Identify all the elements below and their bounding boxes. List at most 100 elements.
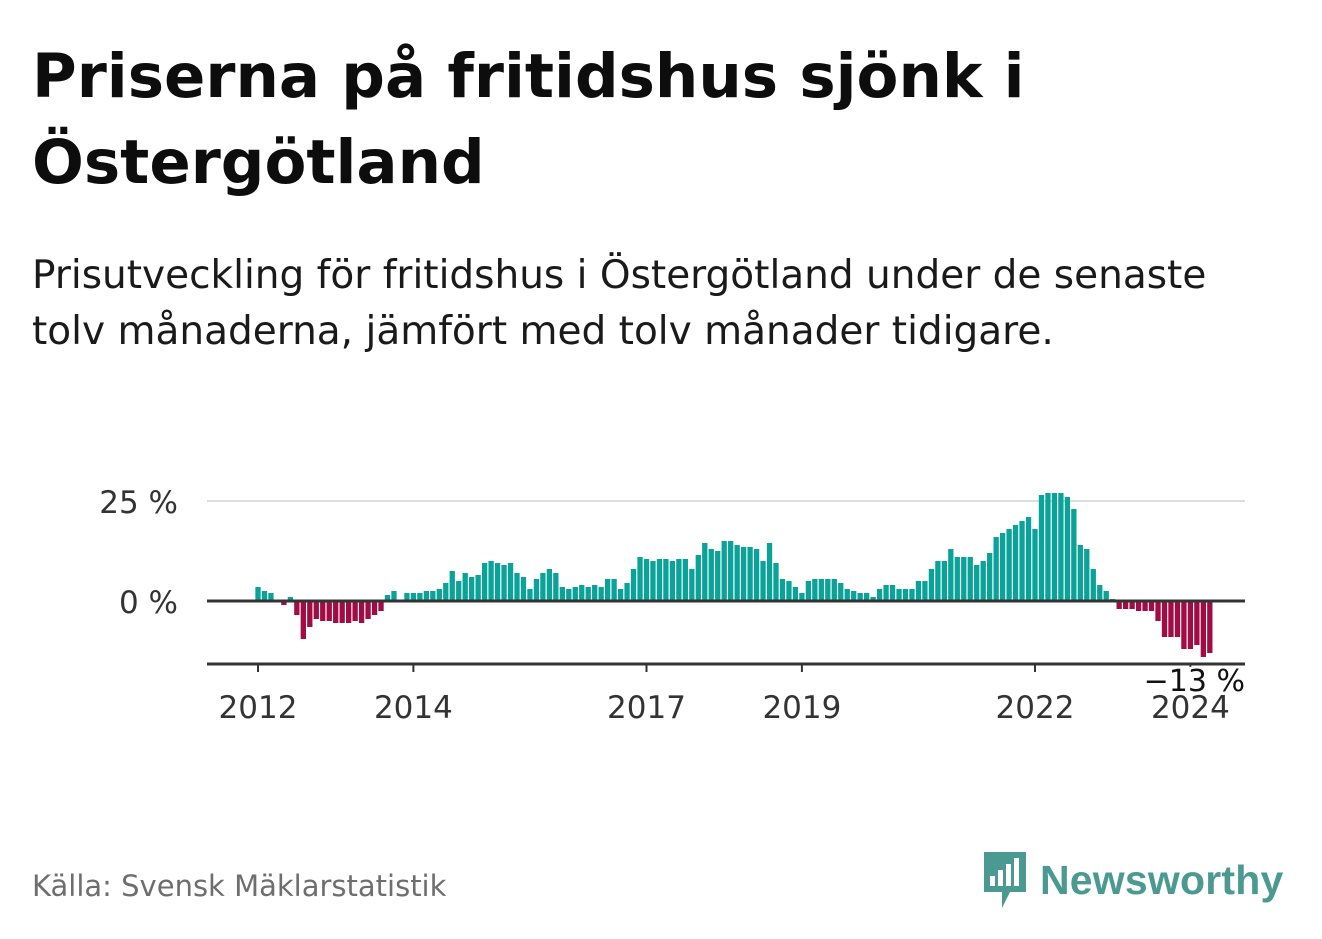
bar — [883, 585, 889, 601]
bar — [987, 553, 993, 601]
x-tick-label: 2024 — [1151, 690, 1230, 726]
bar — [494, 563, 501, 601]
bar — [1200, 601, 1206, 657]
bar — [935, 561, 941, 601]
y-tick-label: 0 % — [119, 585, 178, 621]
bar — [728, 541, 734, 601]
bar — [1064, 497, 1071, 601]
x-tick-label: 2012 — [219, 690, 298, 726]
bar — [559, 587, 565, 601]
bar — [624, 583, 630, 601]
bar — [391, 591, 397, 601]
bar — [436, 589, 442, 601]
bar — [766, 543, 773, 601]
bar — [1168, 601, 1174, 637]
bar — [346, 601, 352, 623]
bar — [825, 579, 831, 601]
bar — [371, 601, 378, 615]
bar — [339, 601, 345, 623]
bar-chart: 25 % 0 % 2012 2014 2017 2019 2022 2024−13 % — [99, 485, 1247, 726]
bar — [909, 589, 915, 601]
bar — [676, 559, 682, 601]
bar — [1174, 601, 1181, 637]
bar — [475, 575, 481, 601]
bar — [734, 545, 740, 601]
bar — [527, 589, 533, 601]
bar — [715, 551, 721, 601]
bar — [1123, 601, 1129, 609]
last-value-label: −13 % — [1144, 664, 1245, 699]
bar — [507, 563, 514, 601]
bar — [430, 591, 436, 601]
bar — [546, 569, 553, 601]
bar — [864, 593, 870, 601]
bar — [533, 579, 540, 601]
bar — [663, 559, 669, 601]
bar — [384, 595, 391, 601]
bar — [915, 581, 922, 601]
bar — [294, 601, 300, 615]
bar — [540, 573, 546, 601]
bar — [423, 591, 429, 601]
bar — [307, 601, 313, 627]
bar — [572, 587, 578, 601]
bar — [365, 601, 371, 619]
bar — [980, 561, 986, 601]
bar — [695, 555, 701, 601]
bar — [1194, 601, 1200, 645]
bar — [857, 593, 863, 601]
bar — [954, 557, 960, 601]
bar — [941, 561, 947, 601]
bar — [378, 601, 384, 611]
bar — [656, 559, 663, 601]
bar — [948, 549, 954, 601]
bar — [831, 579, 837, 601]
bar — [1058, 493, 1064, 601]
source-note: Källa: Svensk Mäklarstatistik — [32, 869, 447, 903]
bar — [747, 547, 753, 601]
x-tick-label: 2022 — [996, 690, 1075, 726]
bar-series — [255, 493, 1213, 657]
bar — [410, 593, 417, 601]
bar — [1103, 591, 1109, 601]
bar — [481, 563, 488, 601]
bar — [786, 581, 792, 601]
bar — [333, 601, 339, 623]
bar — [812, 579, 818, 601]
chart-subtitle: Prisutveckling för fritidshus i Östergöt… — [32, 253, 1207, 354]
bar — [961, 557, 967, 601]
bar — [1045, 493, 1051, 601]
chart-title: Priserna på fritidshus sjönk i Östergötl… — [32, 41, 1025, 198]
bar — [1155, 601, 1161, 621]
brand-logo: Newsworthy — [980, 850, 1284, 910]
bar — [1116, 601, 1122, 609]
bar — [753, 549, 760, 601]
bar — [682, 559, 688, 601]
bar — [922, 581, 928, 601]
bar — [844, 589, 850, 601]
bar — [760, 561, 766, 601]
bar — [255, 587, 261, 601]
bar — [637, 557, 643, 601]
bar — [268, 593, 274, 601]
bar — [630, 569, 637, 601]
bar — [520, 577, 527, 601]
bar — [404, 593, 410, 601]
x-tick-label: 2014 — [374, 690, 453, 726]
bar — [313, 601, 319, 619]
bar — [805, 581, 812, 601]
bar — [993, 537, 999, 601]
bar — [876, 589, 883, 601]
bar — [592, 585, 598, 601]
bar — [1142, 601, 1148, 611]
bar — [300, 601, 306, 639]
bar — [287, 597, 294, 601]
bar — [896, 589, 902, 601]
bar — [999, 533, 1006, 601]
bar — [320, 601, 326, 621]
bar — [605, 579, 611, 601]
bar — [1006, 529, 1012, 601]
bar — [1187, 601, 1194, 649]
bar — [1135, 601, 1142, 611]
bar — [358, 601, 365, 623]
